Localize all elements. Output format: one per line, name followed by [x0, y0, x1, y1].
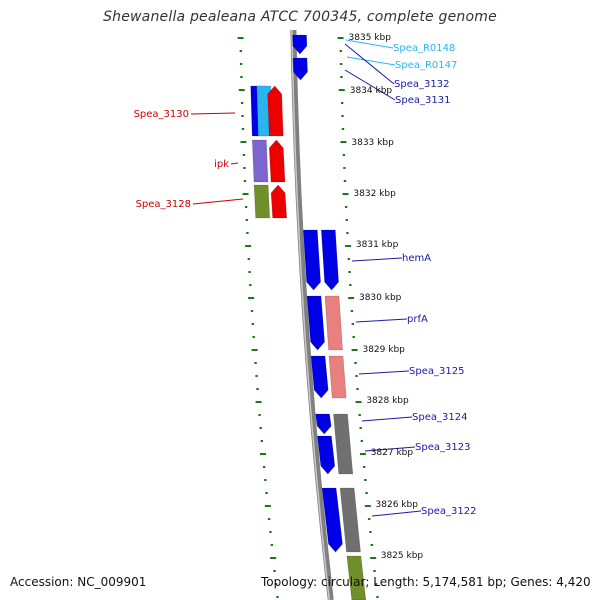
- leader-line: [355, 318, 408, 323]
- feature-label: Spea_R0148: [393, 43, 455, 54]
- gene-arrow: [324, 295, 343, 351]
- feature-label: hemA: [402, 253, 431, 264]
- feature-label: Spea_3131: [395, 95, 450, 106]
- scale-labels: 3835 kbp 3834 kbp 3833 kbp 3832 kbp 3831 kbp…: [349, 33, 424, 561]
- map-title: Shewanella pealeana ATCC 700345, complet…: [103, 9, 497, 25]
- backbone-highlight: [291, 29, 331, 600]
- feature-label: Spea_3128: [136, 199, 191, 210]
- gene-arrow: [321, 487, 343, 553]
- scale-label: 3833 kbp: [351, 138, 394, 148]
- feature-label: Spea_3124: [412, 412, 467, 423]
- scale-label: 3831 kbp: [356, 240, 399, 250]
- feature-label: prfA: [407, 314, 428, 325]
- feature-label: Spea_3123: [415, 442, 470, 453]
- leader-line: [361, 416, 413, 422]
- backbone-line: [290, 29, 334, 600]
- scale-label: 3826 kbp: [376, 500, 419, 510]
- feature-label: Spea_3125: [409, 366, 464, 377]
- gene-arrow: [270, 184, 288, 219]
- scale-label: 3832 kbp: [353, 189, 396, 199]
- leader-line: [364, 446, 416, 452]
- gene-arrow: [310, 355, 329, 399]
- gene-arrow: [339, 487, 361, 553]
- backbone-track: [290, 29, 334, 600]
- leader-line: [346, 56, 396, 66]
- scale-label: 3825 kbp: [381, 551, 424, 561]
- gene-arrow: [268, 139, 286, 183]
- leader-line: [358, 370, 410, 375]
- scale-label: 3827 kbp: [371, 448, 414, 458]
- leader-line: [351, 257, 403, 262]
- feature-labels: Spea_R0148 Spea_R0147 Spea_3132 Spea_3131 Sp…: [134, 43, 477, 517]
- scale-label: 3828 kbp: [366, 396, 409, 406]
- scale-label: 3830 kbp: [359, 293, 402, 303]
- leader-line: [345, 39, 394, 49]
- gene-arrow: [346, 555, 367, 600]
- gene-arrow: [253, 184, 271, 219]
- feature-label: Spea_3122: [421, 506, 476, 517]
- label-leader-lines: [190, 39, 422, 517]
- gene-arrow: [292, 57, 308, 81]
- accession-text: Accession: NC_009901: [10, 575, 147, 589]
- scale-label: 3834 kbp: [350, 86, 393, 96]
- leader-line: [371, 510, 422, 517]
- feature-label: Spea_3130: [134, 109, 189, 120]
- feature-label: Spea_3132: [394, 79, 449, 90]
- gene-arrow: [315, 413, 332, 435]
- gene-arrow: [292, 34, 308, 55]
- leader-line: [192, 198, 244, 205]
- leader-line: [230, 162, 239, 165]
- feature-label: Spea_R0147: [395, 60, 457, 71]
- gene-arrow: [317, 435, 336, 475]
- gene-arrow: [302, 229, 321, 291]
- feature-label: ipk: [214, 159, 229, 170]
- scale-label: 3835 kbp: [349, 33, 392, 43]
- leader-line: [344, 69, 396, 101]
- gene-arrow: [320, 229, 339, 291]
- leader-line: [344, 43, 395, 85]
- gene-arrow: [267, 85, 284, 137]
- gene-arrow: [333, 413, 354, 475]
- scale-label: 3829 kbp: [362, 345, 405, 355]
- feature-arrows: [250, 34, 367, 600]
- gene-arrow: [306, 295, 325, 351]
- leader-line: [190, 112, 236, 115]
- topology-text: Topology: circular; Length: 5,174,581 bp…: [261, 575, 591, 589]
- gene-arrow: [251, 139, 269, 183]
- ruler-ticks: [237, 37, 379, 598]
- gene-arrow: [328, 355, 347, 399]
